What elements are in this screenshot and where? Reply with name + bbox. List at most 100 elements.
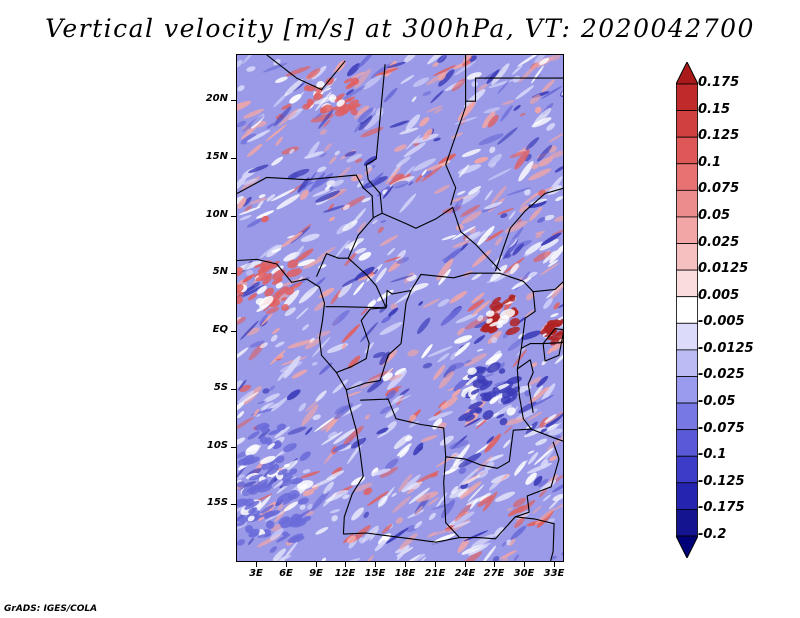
field-streak (367, 299, 376, 310)
lon-label: 12E (334, 568, 356, 579)
field-streak (260, 215, 270, 223)
field-streak (273, 92, 288, 108)
field-streak (245, 327, 260, 336)
field-streak (271, 156, 284, 166)
lat-tick (231, 158, 236, 159)
field-streak (476, 348, 484, 352)
lon-tick (494, 562, 495, 567)
field-streak (393, 434, 411, 450)
field-streak (471, 81, 478, 87)
field-streak (390, 302, 398, 310)
field-streak (395, 288, 418, 304)
field-streak (462, 551, 482, 561)
field-streak (457, 327, 465, 336)
feature-cell (328, 94, 337, 103)
field-streak (433, 410, 442, 417)
field-streak (428, 529, 451, 537)
field-streak (388, 307, 399, 317)
field-streak (241, 126, 257, 140)
field-streak (454, 335, 473, 344)
lat-label: 5N (212, 266, 228, 277)
border-line (515, 516, 555, 561)
field-streak (458, 164, 470, 178)
field-streak (547, 132, 563, 143)
field-streak (237, 120, 247, 128)
field-streak (539, 239, 559, 251)
field-streak (505, 253, 512, 259)
field-streak (274, 426, 291, 439)
field-streak (527, 200, 547, 209)
field-streak (364, 111, 384, 130)
feature-cell (472, 379, 486, 388)
field-streak (246, 218, 263, 228)
colorbar-label: 0.15 (698, 102, 731, 117)
field-streak (346, 535, 356, 544)
field-streak (422, 128, 433, 140)
field-streak (392, 394, 404, 403)
field-feature (458, 362, 522, 426)
field-streak (388, 173, 412, 185)
field-streak (237, 474, 245, 480)
field-streak (367, 378, 385, 393)
field-streak (517, 55, 540, 67)
field-streak (551, 480, 563, 493)
field-streak (298, 285, 319, 304)
field-streak (543, 297, 553, 310)
field-streak (503, 439, 511, 448)
field-streak (332, 309, 350, 326)
field-streak (513, 554, 520, 561)
field-streak (529, 94, 541, 104)
field-streak (242, 114, 265, 132)
colorbar-segment (676, 110, 698, 138)
field-streak (270, 188, 296, 202)
field-streak (237, 59, 243, 68)
field-streak (330, 289, 342, 305)
field-streak (557, 300, 563, 309)
field-streak (451, 78, 467, 92)
field-streak (343, 425, 364, 445)
feature-cell (255, 273, 273, 282)
field-streak (266, 122, 275, 129)
feature-cell (289, 535, 305, 543)
feature-cell (259, 436, 268, 445)
field-streak (278, 108, 299, 127)
colorbar-segment (676, 322, 698, 351)
field-streak (482, 111, 496, 129)
field-streak (462, 474, 481, 486)
field-streak (379, 405, 392, 415)
feature-cell (306, 98, 314, 105)
field-streak (481, 545, 497, 561)
field-streak (484, 433, 502, 453)
field-streak (514, 149, 530, 170)
feature-cell (301, 515, 312, 522)
field-streak (249, 282, 260, 290)
field-streak (461, 210, 482, 225)
colorbar-label: 0.075 (698, 181, 740, 196)
field-streak (299, 504, 306, 510)
field-streak (393, 144, 407, 152)
field-streak (499, 550, 517, 560)
field-streak (372, 219, 378, 225)
field-streak (237, 316, 246, 325)
feature-cell (280, 297, 288, 301)
feature-cell (497, 315, 510, 326)
field-streak (338, 166, 351, 179)
field-streak (437, 400, 447, 408)
border-line (343, 441, 560, 543)
border-line (237, 258, 364, 535)
field-streak (375, 267, 387, 283)
feature-cell (267, 464, 280, 475)
field-streak (409, 282, 429, 291)
field-streak (354, 68, 372, 89)
feature-cell (468, 401, 483, 410)
field-streak (361, 197, 372, 203)
feature-cell (486, 362, 501, 373)
field-streak (263, 393, 280, 403)
feature-cell (481, 320, 495, 330)
feature-cell (286, 268, 302, 278)
feature-cell (248, 507, 258, 514)
field-streak (262, 62, 288, 73)
field-streak (507, 505, 526, 517)
lon-tick (256, 562, 257, 567)
country-borders (237, 55, 563, 561)
